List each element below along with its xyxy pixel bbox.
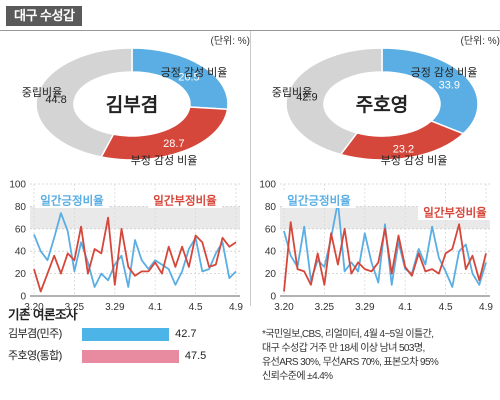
value-label-positive: 33.9 [439, 80, 460, 92]
y-tick-label: 100 [9, 180, 26, 191]
x-tick-label: 3.20 [24, 302, 44, 313]
x-tick-label: 3.20 [274, 302, 294, 313]
legend-positive-bg [282, 192, 356, 208]
slice-name-negative: 부정 감성 비율 [381, 154, 448, 167]
x-tick-label: 4.9 [229, 302, 243, 313]
note-line: *국민일보,CBS, 리얼미터, 4월 4~5일 이틀간, [262, 329, 434, 340]
legend-negative-bg [418, 204, 492, 220]
y-tick-label: 20 [15, 269, 27, 280]
x-tick-label: 3.29 [355, 302, 375, 313]
poll-value: 47.5 [184, 350, 207, 362]
slice-name-neutral: 중립비율 [22, 86, 62, 99]
y-tick-label: 80 [15, 202, 27, 213]
x-tick-label: 4.5 [439, 302, 453, 313]
x-tick-label: 4.1 [398, 302, 412, 313]
poll-title: 기존 여론조사 [8, 308, 77, 322]
column-divider [250, 31, 251, 306]
series-line-positive [33, 212, 237, 288]
y-tick-label: 60 [265, 224, 277, 235]
value-label-negative: 28.7 [163, 138, 184, 150]
donut-slice-neutral [35, 47, 133, 158]
note-line: 유선ARS 30%, 무선ARS 70%, 표본오차 95% [262, 357, 439, 368]
header: 대구 수성갑 [0, 0, 500, 30]
donut-slice-positive [381, 47, 479, 135]
donut-slice-neutral [285, 47, 383, 156]
x-tick-label: 3.29 [105, 302, 125, 313]
series-line-negative [283, 221, 487, 292]
legend-negative-bg [148, 192, 222, 208]
y-tick-label: 0 [20, 292, 26, 303]
slice-name-neutral: 중립비율 [272, 86, 312, 99]
line-chart: 100 80 60 40 20 03.20 3.25 3.29 4.1 4.5 4.9 일간긍정비율 일… [9, 180, 243, 314]
chart-band [30, 206, 240, 229]
note-line: 대구 수성갑 거주 만 18세 이상 남녀 503명, [262, 343, 425, 354]
y-tick-label: 20 [265, 269, 277, 280]
poll-bar [82, 350, 179, 363]
legend-positive: 일간긍정비율 [287, 194, 351, 208]
y-tick-label: 60 [15, 224, 27, 235]
slice-name-positive: 긍정 감성 비율 [411, 66, 478, 79]
series-line-negative [33, 216, 237, 293]
donut-chart: 주호영 (단위: %) 33.9긍정 감성 비율 23.2부정 감성 비율 42.9중립… [272, 34, 500, 167]
donut-center-label: 주호영 [356, 94, 408, 116]
series-line-positive [283, 200, 487, 288]
x-tick-label: 4.1 [148, 302, 162, 313]
value-label-neutral: 42.9 [296, 91, 317, 103]
y-tick-label: 40 [265, 247, 277, 258]
legend-negative: 일간부정비율 [153, 194, 217, 208]
poll-bar [82, 328, 170, 341]
line-chart: 100 80 60 40 20 03.20 3.25 3.29 4.1 4.5 4.9 일간긍정비율일… [259, 180, 493, 314]
legend-positive-bg [35, 192, 109, 208]
y-tick-label: 0 [270, 292, 276, 303]
x-tick-label: 3.25 [65, 302, 85, 313]
slice-name-negative: 부정 감성 비율 [131, 154, 198, 167]
x-tick-label: 3.25 [315, 302, 335, 313]
donut-chart: 김부겸 (단위: %) 26.5긍정 감성 비율 28.7 부정 감성 비율 44.8중립… [22, 34, 250, 167]
note-line: 신뢰수준에 ±4.4% [262, 371, 333, 382]
y-tick-label: 100 [259, 180, 276, 191]
unit-label: (단위: %) [210, 34, 250, 47]
x-tick-label: 4.9 [479, 302, 493, 313]
poll-value: 42.7 [175, 328, 197, 340]
unit-label: (단위: %) [460, 34, 500, 47]
value-label-neutral: 44.8 [45, 94, 66, 106]
slice-name-positive: 긍정 감성 비율 [161, 66, 228, 79]
page-title: 대구 수성갑 [6, 6, 83, 26]
poll-candidate-name: 주호영(통합) [8, 350, 62, 362]
x-tick-label: 4.5 [189, 302, 203, 313]
donut-center-label: 김부겸 [106, 94, 158, 116]
header-divider [0, 30, 500, 31]
value-label-negative: 23.2 [393, 143, 414, 155]
value-label-positive: 26.5 [178, 71, 199, 83]
donut-slice-negative [100, 106, 229, 161]
legend-positive: 일간긍정비율 [40, 194, 104, 208]
poll-candidate-name: 김부겸(민주) [8, 328, 62, 340]
y-tick-label: 40 [15, 247, 27, 258]
survey-note: *국민일보,CBS, 리얼미터, 4월 4~5일 이틀간, 대구 수성갑 거주 … [262, 328, 498, 384]
y-tick-label: 80 [265, 202, 277, 213]
legend-negative: 일간부정비율 [423, 206, 487, 220]
